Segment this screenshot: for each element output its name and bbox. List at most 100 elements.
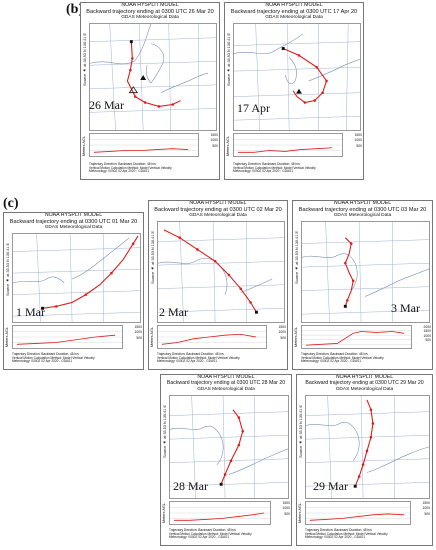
- panel-header: NOAA HYSPLIT MODEL Backward trajectory e…: [4, 213, 143, 230]
- panel-title: Backward trajectory ending at 0300 UTC 2…: [166, 379, 286, 386]
- date-label: 1 Mar: [16, 305, 45, 319]
- panel-title: Backward trajectory ending at 0300 UTC 1…: [230, 8, 358, 15]
- tick-1000: 1000: [282, 506, 290, 511]
- footer-vertical-motion: Vertical Motion Calculation Method: Mode…: [169, 531, 252, 536]
- altitude-axis-label: Meters AGL: [162, 503, 166, 524]
- footer-vertical-motion: Vertical Motion Calculation Method: Mode…: [301, 355, 384, 360]
- tick-2000: 2000: [423, 325, 431, 329]
- footer-vertical-motion: Vertical Motion Calculation Method: Mode…: [305, 531, 388, 536]
- met-data-label: GDAS Meteorological Data: [197, 386, 255, 392]
- footer-vertical-motion: Vertical Motion Calculation Method: Mode…: [12, 355, 95, 360]
- footer-meteorology: Meteorology: 0000Z 02 Apr 2020 - GDAS1: [12, 359, 73, 364]
- footer-meteorology: Meteorology: 0000Z 02 Apr 2020 - GDAS1: [169, 535, 230, 540]
- panel-group-label-c: (c): [3, 196, 19, 211]
- source-axis-label: Source ★ at 33.53 N 130.41 E: [227, 33, 231, 86]
- altitude-axis-label: Meters AGL: [226, 136, 230, 157]
- altitude-axis-label: Meters AGL: [82, 136, 86, 157]
- model-title: NOAA HYSPLIT MODEL: [189, 200, 247, 206]
- footer-duration: Trajectory Direction: Backward Duration:…: [169, 528, 236, 532]
- trajectory-map: [305, 395, 430, 499]
- altitude-profile: [233, 133, 343, 157]
- panel-footer: Trajectory Direction: Backward Duration:…: [301, 352, 384, 364]
- trajectory-panel-17-apr: NOAA HYSPLIT MODEL Backward trajectory e…: [224, 2, 364, 180]
- date-label: 2 Mar: [159, 305, 188, 319]
- date-label: 28 Mar: [173, 479, 208, 493]
- date-label: 17 Apr: [237, 101, 270, 115]
- altitude-profile: [305, 501, 411, 525]
- altitude-ticks: 1500 1000 500: [200, 133, 218, 148]
- trajectory-panel-3-mar: NOAA HYSPLIT MODEL Backward trajectory e…: [292, 200, 433, 370]
- footer-duration: Trajectory Direction: Backward Duration:…: [305, 528, 372, 532]
- tick-1000: 1000: [278, 330, 286, 335]
- panel-title: Backward trajectory ending at 0300 UTC 0…: [9, 218, 138, 225]
- altitude-ticks: 1500 1000 500: [124, 325, 142, 340]
- altitude-profile: [157, 325, 267, 349]
- panel-header: NOAA HYSPLIT MODEL Backward trajectory e…: [297, 375, 432, 392]
- tick-500: 500: [212, 143, 218, 148]
- tick-500: 500: [136, 335, 142, 340]
- tick-1500: 1500: [278, 325, 286, 329]
- panel-header: NOAA HYSPLIT MODEL Backward trajectory e…: [161, 375, 291, 392]
- panel-group-label-b: (b): [66, 2, 84, 17]
- date-label: 3 Mar: [391, 301, 420, 315]
- source-axis-label: Source ★ at 33.53 N 130.41 E: [83, 33, 87, 86]
- trajectory-panel-26-mar: NOAA HYSPLIT MODEL Backward trajectory e…: [80, 2, 220, 180]
- footer-meteorology: Meteorology: 0000Z 02 Apr 2020 - GDAS1: [233, 169, 294, 174]
- trajectory-panel-29-mar: NOAA HYSPLIT MODEL Backward trajectory e…: [296, 374, 433, 546]
- source-axis-label: Source ★ at 33.53 N 130.41 E: [295, 231, 299, 284]
- tick-1000: 1000: [134, 330, 142, 335]
- tick-1500: 1500: [422, 501, 430, 505]
- tick-1500: 1500: [134, 325, 142, 329]
- altitude-ticks: 1500 1000 500: [412, 501, 430, 516]
- altitude-ticks: 1500 1000 500: [268, 325, 286, 340]
- altitude-axis-label: Meters AGL: [5, 327, 9, 348]
- altitude-axis-label: Meters AGL: [298, 503, 302, 524]
- footer-duration: Trajectory Direction: Backward Duration:…: [89, 162, 156, 166]
- footer-meteorology: Meteorology: 0000Z 02 Apr 2020 - GDAS1: [301, 359, 362, 364]
- tick-1500: 1500: [423, 329, 431, 334]
- altitude-ticks: 2000 1500 1000 500: [413, 325, 431, 343]
- met-data-label: GDAS Meteorological Data: [121, 15, 179, 21]
- met-data-label: GDAS Meteorological Data: [333, 213, 392, 219]
- panel-header: NOAA HYSPLIT MODEL Backward trajectory e…: [81, 3, 219, 20]
- model-title: NOAA HYSPLIT MODEL: [265, 2, 323, 8]
- altitude-profile: [89, 133, 199, 157]
- footer-meteorology: Meteorology: 0000Z 02 Apr 2020 - GDAS1: [89, 169, 150, 174]
- panel-header: NOAA HYSPLIT MODEL Backward trajectory e…: [293, 201, 432, 218]
- panel-footer: Trajectory Direction: Backward Duration:…: [89, 162, 172, 174]
- trajectory-map: [89, 23, 217, 131]
- trajectory-map: [169, 395, 289, 499]
- tick-1500: 1500: [282, 501, 290, 505]
- footer-vertical-motion: Vertical Motion Calculation Method: Mode…: [233, 165, 316, 170]
- source-axis-label: Source ★ at 33.53 N 130.41 E: [6, 243, 10, 296]
- tick-1000: 1000: [423, 333, 431, 338]
- footer-duration: Trajectory Direction: Backward Duration:…: [301, 352, 368, 356]
- panel-title: Backward trajectory ending at 0300 UTC 0…: [154, 206, 282, 213]
- model-title: NOAA HYSPLIT MODEL: [44, 212, 103, 218]
- trajectory-map: [12, 233, 141, 323]
- model-title: NOAA HYSPLIT MODEL: [335, 374, 394, 380]
- trajectory-map: [233, 23, 361, 131]
- panel-title: Backward trajectory ending at 0300 UTC 2…: [86, 8, 214, 15]
- panel-footer: Trajectory Direction: Backward Duration:…: [157, 352, 240, 364]
- tick-1500: 1500: [354, 133, 362, 137]
- source-axis-label: Source ★ at 33.53 N 130.41 E: [163, 405, 167, 458]
- altitude-profile: [301, 325, 412, 349]
- altitude-ticks: 1500 1000 500: [272, 501, 290, 516]
- altitude-profile: [169, 501, 271, 525]
- tick-500: 500: [356, 143, 362, 148]
- source-axis-label: Source ★ at 33.53 N 130.41 E: [151, 231, 155, 284]
- tick-500: 500: [424, 511, 430, 516]
- footer-duration: Trajectory Direction: Backward Duration:…: [12, 352, 79, 356]
- footer-meteorology: Meteorology: 0000Z 02 Apr 2020 - GDAS1: [157, 359, 218, 364]
- date-label: 26 Mar: [89, 98, 124, 112]
- tick-1000: 1000: [354, 138, 362, 143]
- trajectory-panel-1-mar: NOAA HYSPLIT MODEL Backward trajectory e…: [3, 212, 144, 370]
- trajectory-map: [301, 221, 430, 323]
- footer-vertical-motion: Vertical Motion Calculation Method: Mode…: [89, 165, 172, 170]
- altitude-axis-label: Meters AGL: [294, 327, 298, 348]
- source-axis-label: Source ★ at 33.53 N 130.41 E: [299, 405, 303, 458]
- date-label: 29 Mar: [313, 479, 348, 493]
- tick-1000: 1000: [422, 506, 430, 511]
- panel-footer: Trajectory Direction: Backward Duration:…: [12, 352, 95, 364]
